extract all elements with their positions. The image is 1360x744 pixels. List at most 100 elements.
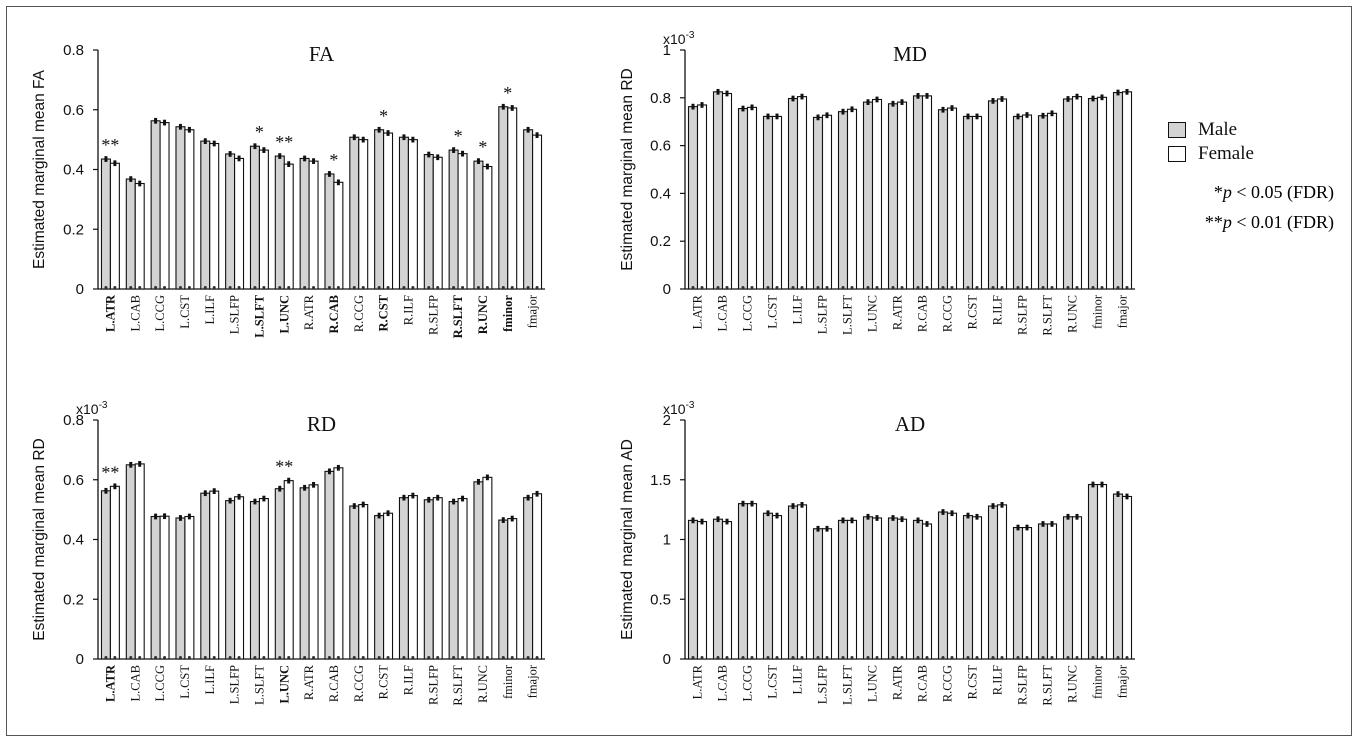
panel-rd-base-dot [436,656,440,659]
panel-fa-bar-male [249,145,260,290]
panel-rd-base-dot [476,656,480,659]
panel-rd-category-label: L.ILF [203,665,217,695]
sig-note-01-p: p [1222,212,1232,232]
panel-md-base-dot [791,286,795,289]
panel-ad-base-dot [691,656,695,659]
panel-fa-base-dot [452,286,456,289]
panel-md-base-dot [1000,286,1004,289]
panel-ad-base-dot [891,656,895,659]
panel-ad-base-dot [1116,656,1120,659]
panel-ad-bar-male [1037,523,1049,660]
panel-ad-bar-male [687,519,699,660]
panel-rd-category-label: fminor [501,664,515,699]
panel-fa-bar-male [324,173,335,290]
panel-fa-bar-female [482,165,493,290]
panel-fa-base-dot [163,286,167,289]
panel-md-ytick-label: 0.8 [650,90,671,107]
panel-ad-bar-female [1096,483,1108,660]
panel-ad-base-dot [1091,656,1095,659]
panel-ad-bar-male [787,505,799,660]
panel-ad-category-label: R.ATR [891,664,905,700]
panel-fa-bar-female [234,157,245,290]
panel-md-base-dot [850,286,854,289]
panel-md-category-label: L.SLFT [841,295,855,335]
panel-fa-base-dot [104,286,108,289]
panel-rd-bar-male [249,501,260,660]
panel-ad-base-dot [866,656,870,659]
panel-rd-base-dot [262,656,266,659]
panel-ad-bar-male [837,519,849,660]
panel-ad-category-label: L.CST [766,665,780,699]
panel-rd-base-dot [312,656,316,659]
panel-rd-ytick-label: 0.8 [63,412,84,429]
legend-item-male: Male [1168,118,1358,142]
panel-ad-category-label: fmajor [1116,664,1130,698]
panel-fa-category-label: L.CAB [128,295,142,331]
panel-ad-category-label: R.CCG [941,665,955,702]
panel-md-bar-male [912,95,924,290]
panel-rd-bar-female [383,512,394,660]
panel-fa-base-dot [485,286,489,289]
panel-md-base-dot [716,286,720,289]
panel-rd-bar-female [432,497,443,660]
panel-md-ytick-label: 0.6 [650,138,671,155]
panel-fa-base-dot [327,286,331,289]
legend: Male Female [1168,118,1358,166]
panel-rd-base-dot [287,656,291,659]
legend-label-male: Male [1198,119,1238,140]
sig-note-01-text: < 0.01 (FDR) [1231,212,1334,232]
panel-md-base-dot [1066,286,1070,289]
panel-md-bar-female [1096,96,1108,290]
panel-fa-significance-star: * [503,83,512,103]
panel-md-category-label: R.CAB [916,295,930,332]
panel-fa-base-dot [461,286,465,289]
panel-fa-significance-star: * [379,106,388,126]
panel-ad-base-dot [1100,656,1104,659]
panel-rd-base-dot [427,656,431,659]
panel-md-category-label: R.CST [966,295,980,330]
panel-fa-base-dot [501,286,505,289]
panel-fa-significance-star: ** [101,135,119,155]
panel-fa-bar-female [532,134,543,290]
panel-md-category-label: L.SLFP [816,295,830,334]
panel-ad-bar-male [762,512,774,660]
panel-fa-base-dot [129,286,133,289]
panel-md-bar-male [887,103,899,290]
panel-fa-base-dot [138,286,142,289]
panel-ad-base-dot [750,656,754,659]
panel-ad-bar-male [812,528,824,660]
panel-fa-bar-female [457,153,468,290]
panel-md-bar-female [746,106,758,290]
panel-rd-bar-male [398,497,409,660]
panel-fa-base-dot [377,286,381,289]
panel-md-bar-female [896,101,908,290]
panel-rd-base-dot [129,656,133,659]
panel-md-base-dot [725,286,729,289]
panel-rd-bar-male [175,517,186,660]
panel-fa-category-label: R.UNC [476,295,490,334]
panel-fa-significance-star: * [454,126,463,146]
panel-ad-base-dot [741,656,745,659]
panel-ad-bar-male [862,516,874,660]
panel-fa-bar-female [283,163,294,290]
panel-fa-base-dot [154,286,158,289]
panel-md-base-dot [1125,286,1129,289]
panel-md-bar-male [737,108,749,290]
panel-md-base-dot [875,286,879,289]
panel-md-category-label: L.CCG [741,295,755,331]
panel-rd-bar-female [134,463,145,660]
panel-md-base-dot [975,286,979,289]
panel-rd-ylabel: Estimated marginal mean RD [31,438,48,640]
panel-rd-category-label: R.CAB [327,665,341,702]
panel-ad-base-dot [700,656,704,659]
panel-rd-category-label: R.CST [377,665,391,700]
panel-ad-base-dot [1050,656,1054,659]
panel-md-category-label: L.ATR [691,294,705,329]
panel-md-base-dot [1041,286,1045,289]
panel-ad-bar-female [746,503,758,660]
panel-rd-bar-male [274,488,285,660]
panel-rd-bar-male [100,490,111,660]
panel-rd-base-dot [178,656,182,659]
panel-md-bar-male [837,111,849,290]
panel-ad-base-dot [716,656,720,659]
